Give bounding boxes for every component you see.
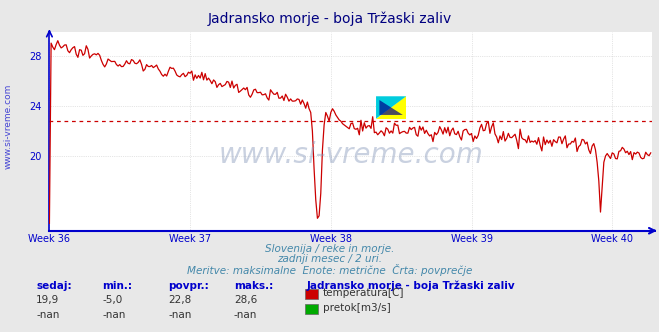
Text: -nan: -nan xyxy=(36,310,59,320)
Text: Meritve: maksimalne  Enote: metrične  Črta: povprečje: Meritve: maksimalne Enote: metrične Črta… xyxy=(186,264,473,276)
Text: Week 36: Week 36 xyxy=(28,234,71,244)
Text: maks.:: maks.: xyxy=(234,281,273,290)
Text: -nan: -nan xyxy=(234,310,257,320)
Polygon shape xyxy=(376,96,406,119)
Text: temperatura[C]: temperatura[C] xyxy=(323,289,405,298)
Text: Week 40: Week 40 xyxy=(591,234,633,244)
Text: min.:: min.: xyxy=(102,281,132,290)
Text: 19,9: 19,9 xyxy=(36,295,59,305)
Text: Week 39: Week 39 xyxy=(451,234,492,244)
Text: Slovenija / reke in morje.: Slovenija / reke in morje. xyxy=(265,244,394,254)
Text: pretok[m3/s]: pretok[m3/s] xyxy=(323,303,391,313)
Text: Week 37: Week 37 xyxy=(169,234,211,244)
Text: -nan: -nan xyxy=(168,310,191,320)
Text: 22,8: 22,8 xyxy=(168,295,191,305)
Text: Jadransko morje - boja Tržaski zaliv: Jadransko morje - boja Tržaski zaliv xyxy=(306,281,515,291)
Text: 28,6: 28,6 xyxy=(234,295,257,305)
Text: www.si-vreme.com: www.si-vreme.com xyxy=(3,83,13,169)
Text: Jadransko morje - boja Tržaski zaliv: Jadransko morje - boja Tržaski zaliv xyxy=(208,12,451,26)
Text: zadnji mesec / 2 uri.: zadnji mesec / 2 uri. xyxy=(277,254,382,264)
Text: Week 38: Week 38 xyxy=(310,234,352,244)
Text: povpr.:: povpr.: xyxy=(168,281,209,290)
Text: -5,0: -5,0 xyxy=(102,295,123,305)
Polygon shape xyxy=(376,96,406,119)
Text: -nan: -nan xyxy=(102,310,125,320)
Polygon shape xyxy=(380,100,403,115)
Text: sedaj:: sedaj: xyxy=(36,281,72,290)
Text: www.si-vreme.com: www.si-vreme.com xyxy=(219,141,483,169)
